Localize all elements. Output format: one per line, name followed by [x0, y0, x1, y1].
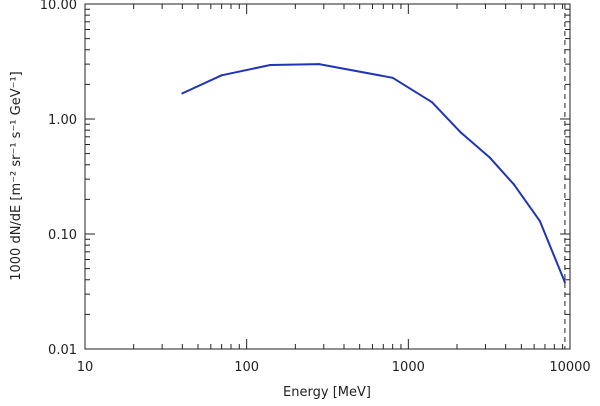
x-tick-label: 100 — [234, 360, 259, 375]
series-point — [488, 156, 491, 159]
y-ticks — [85, 3, 570, 350]
x-tick-label: 10000 — [549, 360, 590, 375]
series-point — [391, 76, 394, 79]
y-axis-label: 1000 dN/dE [m⁻² sr⁻¹ s⁻¹ GeV⁻¹] — [9, 71, 24, 281]
series-point — [269, 63, 272, 66]
series-point — [430, 101, 433, 104]
x-ticks — [84, 4, 571, 349]
x-tick-labels: 10 100 1000 10000 — [77, 360, 591, 375]
series-points — [181, 63, 566, 284]
series-point — [459, 131, 462, 134]
x-tick-label: 10 — [77, 360, 94, 375]
series-point — [563, 281, 566, 284]
plot-frame — [84, 3, 571, 350]
y-tick-labels: 0.01 0.10 1.00 10.00 — [40, 0, 77, 358]
y-tick-label: 10.00 — [40, 0, 77, 13]
y-tick-label: 1.00 — [48, 113, 77, 128]
series-point — [181, 92, 184, 95]
x-tick-label: 1000 — [392, 360, 425, 375]
series-line — [181, 63, 566, 283]
y-tick-label: 0.10 — [48, 228, 77, 243]
series-point — [220, 74, 223, 77]
x-axis-label: Energy [MeV] — [283, 385, 371, 400]
series-point — [512, 183, 515, 186]
series-point — [317, 63, 320, 66]
series-point — [538, 219, 541, 222]
y-tick-label: 0.01 — [48, 343, 77, 358]
